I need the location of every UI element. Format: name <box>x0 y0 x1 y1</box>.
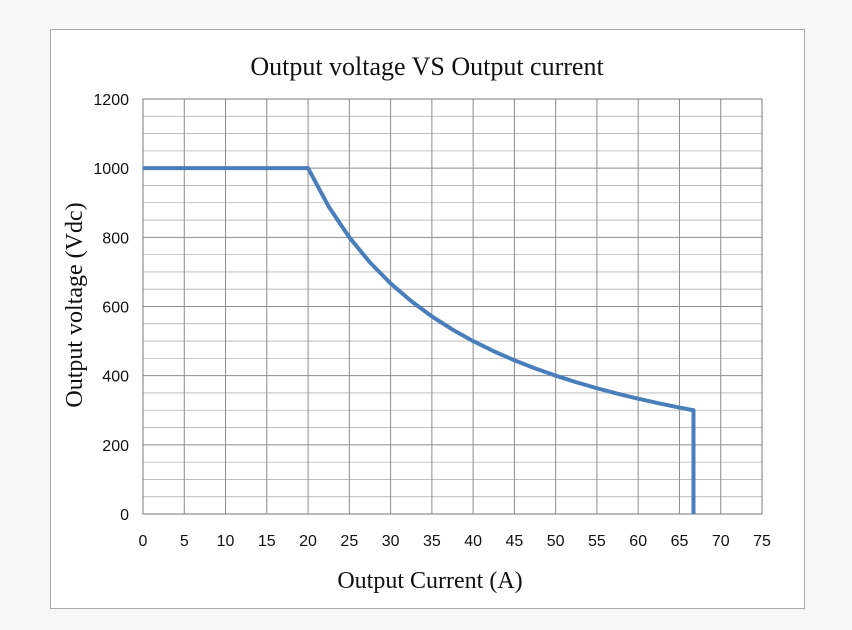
plot-area-border <box>142 98 763 515</box>
x-tick-label: 0 <box>139 533 148 550</box>
y-tick-label: 200 <box>102 438 129 455</box>
chart-title: Output voltage VS Output current <box>250 52 604 81</box>
y-tick-label: 1200 <box>93 92 129 109</box>
x-tick-label: 15 <box>258 533 276 550</box>
x-tick-label: 65 <box>671 533 689 550</box>
x-tick-label: 20 <box>299 533 317 550</box>
x-axis-ticks: 0 5 10 15 20 25 30 35 40 45 50 55 60 65 70 75 <box>139 533 771 550</box>
y-tick-label: 800 <box>102 230 129 247</box>
x-tick-label: 60 <box>629 533 647 550</box>
y-tick-label: 0 <box>120 507 129 524</box>
series-group <box>143 166 696 514</box>
x-tick-label: 10 <box>217 533 235 550</box>
x-tick-label: 25 <box>340 533 358 550</box>
y-tick-label: 400 <box>102 369 129 386</box>
x-tick-label: 35 <box>423 533 441 550</box>
y-tick-label: 600 <box>102 300 129 317</box>
series-line <box>143 166 696 514</box>
x-tick-label: 30 <box>382 533 400 550</box>
grid <box>142 98 763 515</box>
x-tick-label: 45 <box>506 533 524 550</box>
x-tick-label: 5 <box>180 533 189 550</box>
y-axis-ticks: 0 200 400 600 800 1000 1200 <box>93 92 129 524</box>
x-tick-label: 40 <box>464 533 482 550</box>
x-axis-label: Output Current (A) <box>337 568 522 594</box>
x-tick-label: 70 <box>712 533 730 550</box>
y-tick-label: 1000 <box>93 161 129 178</box>
y-axis-label: Output voltage (Vdc) <box>62 202 88 407</box>
x-tick-label: 50 <box>547 533 565 550</box>
x-tick-label: 55 <box>588 533 606 550</box>
x-tick-label: 75 <box>753 533 771 550</box>
